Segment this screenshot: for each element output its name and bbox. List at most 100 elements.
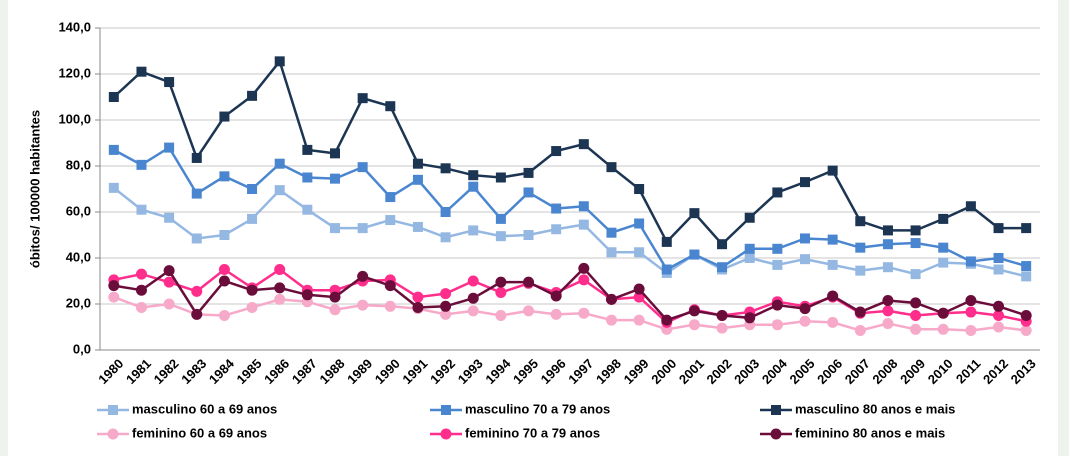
data-point (578, 139, 589, 150)
data-point (605, 293, 617, 305)
data-point (357, 223, 368, 234)
data-point (744, 312, 756, 324)
legend-marker (770, 428, 782, 440)
data-point (523, 167, 534, 178)
data-point (799, 315, 811, 327)
data-point (910, 238, 921, 249)
data-point (163, 298, 175, 310)
data-point (688, 319, 700, 331)
data-point (827, 316, 839, 328)
legend-label: masculino 80 anos e mais (795, 401, 955, 416)
y-tick-label: 20,0 (66, 295, 91, 310)
data-point (412, 291, 424, 303)
data-point (716, 322, 728, 334)
data-point (800, 177, 810, 188)
data-point (800, 254, 810, 265)
data-point (633, 283, 645, 295)
data-point (108, 182, 119, 193)
data-point (523, 305, 535, 317)
data-point (385, 101, 396, 112)
data-point (440, 163, 451, 174)
legend-label: feminino 60 a 69 anos (132, 425, 267, 440)
data-point (882, 305, 894, 317)
data-point (440, 288, 452, 300)
data-point (274, 293, 286, 305)
data-point (855, 265, 866, 276)
data-point (467, 305, 479, 317)
data-point (468, 225, 479, 236)
data-point (219, 111, 230, 122)
data-point (412, 158, 423, 169)
data-point (578, 201, 589, 212)
data-point (661, 264, 672, 275)
data-point (965, 256, 976, 267)
data-point (412, 221, 423, 232)
series-line (113, 145, 1027, 272)
data-point (219, 230, 230, 240)
data-point (772, 243, 783, 254)
data-point (827, 259, 838, 270)
data-point (605, 314, 617, 326)
data-point (440, 300, 452, 312)
data-point (191, 233, 202, 244)
data-point (550, 290, 562, 302)
legend-label: masculino 60 a 69 anos (132, 401, 277, 416)
data-point (855, 216, 866, 227)
legend-label: feminino 80 anos e mais (795, 425, 945, 440)
data-point (247, 184, 258, 194)
legend-marker (107, 428, 119, 440)
data-point (495, 172, 506, 183)
data-point (550, 308, 562, 320)
data-point (191, 152, 202, 163)
data-point (606, 227, 617, 238)
y-tick-label: 80,0 (66, 157, 91, 172)
data-point (965, 324, 977, 336)
legend-marker (108, 405, 118, 415)
data-point (467, 292, 479, 304)
data-point (384, 280, 396, 292)
data-point (412, 301, 424, 313)
data-point (1021, 271, 1032, 282)
y-tick-label: 0,0 (73, 341, 91, 356)
data-point (771, 319, 783, 331)
data-point (274, 264, 286, 275)
data-point (108, 291, 120, 303)
data-point (717, 262, 728, 273)
data-point (854, 324, 866, 336)
data-point (634, 184, 645, 194)
data-point (385, 215, 396, 226)
data-point (108, 280, 120, 292)
series-line (112, 58, 1027, 246)
data-point (136, 66, 147, 77)
data-point (218, 275, 230, 287)
data-point (163, 265, 175, 277)
data-point (247, 90, 258, 101)
data-point (771, 299, 783, 311)
data-point (191, 308, 203, 320)
data-point (135, 284, 147, 296)
data-point (191, 285, 203, 297)
data-point (551, 203, 562, 214)
data-point (302, 204, 313, 215)
data-point (882, 262, 893, 273)
data-point (772, 187, 783, 198)
data-point (799, 303, 811, 315)
data-point (578, 274, 590, 286)
data-point (164, 77, 175, 88)
data-point (910, 297, 922, 309)
data-point (661, 314, 673, 326)
data-point (108, 144, 119, 155)
data-point (468, 181, 479, 192)
data-point (495, 213, 506, 224)
data-point (163, 276, 175, 288)
y-tick-label: 120,0 (58, 65, 91, 80)
data-point (136, 204, 147, 215)
data-point (301, 289, 313, 301)
data-point (882, 239, 893, 250)
data-point (744, 212, 755, 223)
data-point (993, 223, 1004, 234)
data-point (910, 323, 922, 335)
data-point (357, 93, 368, 104)
